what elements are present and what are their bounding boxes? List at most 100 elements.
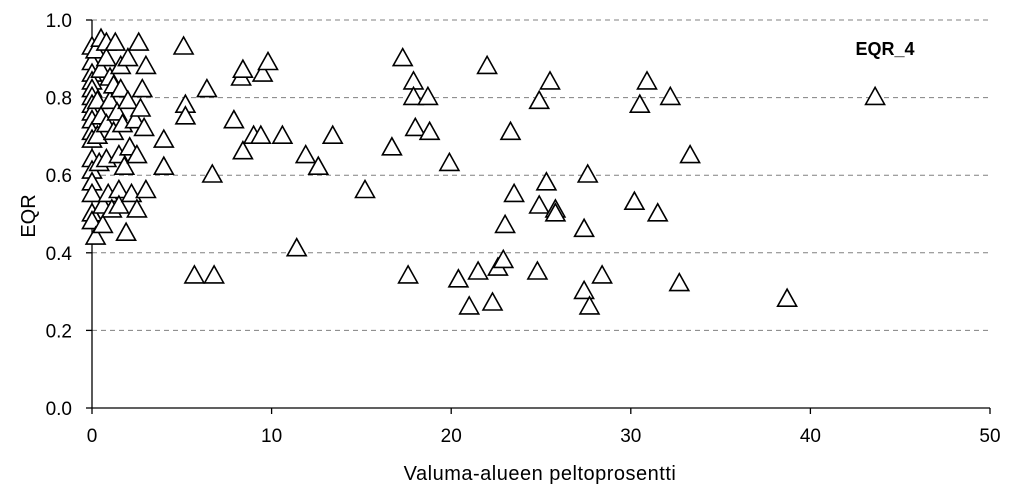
data-point-0-52 (126, 143, 148, 164)
x-axis-title: Valuma-alueen peltoprosentti (404, 463, 677, 485)
data-point-0-95 (476, 54, 498, 75)
x-tick-label-3: 30 (620, 426, 641, 447)
data-point-0-43 (109, 77, 132, 98)
data-point-0-17 (84, 225, 107, 245)
data-point-0-57 (133, 116, 155, 137)
data-point-0-116 (636, 70, 658, 90)
chart-annotation: EQR_4 (855, 39, 914, 59)
data-point-0-74 (249, 124, 272, 144)
data-point-0-47 (117, 46, 139, 67)
x-tick-label-2: 20 (441, 426, 462, 447)
data-point-0-101 (503, 182, 525, 203)
data-point-0-120 (679, 143, 701, 164)
data-point-0-98 (492, 248, 515, 269)
data-point-0-91 (438, 151, 461, 172)
data-point-0-68 (203, 264, 225, 284)
data-point-0-77 (271, 124, 294, 144)
y-tick-label-3: 0.6 (46, 166, 72, 187)
data-point-0-65 (183, 264, 206, 284)
data-point-0-105 (535, 171, 558, 191)
data-point-0-102 (526, 260, 549, 280)
data-point-0-58 (135, 54, 157, 75)
data-point-0-75 (251, 62, 274, 82)
data-point-0-112 (578, 295, 601, 315)
data-point-0-113 (591, 264, 613, 284)
data-point-0-23 (90, 58, 112, 78)
data-point-0-80 (307, 155, 330, 175)
data-point-0-110 (573, 279, 595, 300)
data-point-0-33 (99, 89, 121, 110)
x-tick-label-1: 10 (261, 426, 282, 447)
data-point-0-82 (354, 178, 376, 199)
data-point-0-46 (115, 221, 137, 241)
y-tick-label-0: 0.0 (46, 399, 72, 420)
x-tick-label-0: 0 (87, 426, 98, 447)
data-point-0-14 (81, 182, 103, 203)
data-point-0-93 (458, 295, 481, 315)
axes (86, 19, 991, 414)
data-point-0-37 (104, 31, 127, 51)
data-point-0-94 (467, 260, 489, 280)
data-point-0-92 (447, 268, 470, 288)
data-point-0-119 (668, 271, 691, 292)
tick-labels: 0.0 0.2 0.4 0.6 0.8 1.0 0 10 20 30 40 50 (46, 11, 1001, 447)
data-point-0-111 (576, 163, 599, 183)
data-point-0-76 (257, 50, 279, 71)
data-point-0-51 (124, 109, 146, 129)
gridlines (92, 19, 990, 331)
data-point-0-115 (628, 93, 651, 113)
y-tick-label-4: 0.8 (46, 89, 72, 110)
data-point-0-45 (113, 155, 136, 175)
data-points (81, 27, 886, 315)
data-point-0-60 (152, 128, 175, 148)
data-point-0-41 (108, 194, 130, 214)
data-point-0-103 (528, 89, 551, 110)
data-point-0-20 (86, 124, 109, 144)
data-point-0-26 (91, 213, 114, 234)
data-point-0-118 (659, 85, 682, 106)
data-point-0-59 (135, 178, 157, 199)
data-point-0-62 (172, 35, 195, 55)
data-point-0-85 (397, 264, 419, 284)
data-point-0-67 (201, 163, 224, 183)
data-point-0-104 (528, 194, 551, 214)
data-point-0-83 (381, 136, 403, 156)
data-point-0-71 (232, 58, 254, 78)
y-axis-title: EQR (18, 194, 40, 237)
data-point-0-54 (127, 31, 150, 51)
data-point-0-48 (117, 89, 139, 110)
data-point-0-106 (539, 70, 561, 90)
data-point-0-55 (129, 97, 152, 117)
data-point-0-122 (864, 85, 886, 106)
data-point-0-69 (223, 109, 245, 129)
data-point-0-96 (481, 291, 504, 311)
x-tick-label-4: 40 (800, 426, 821, 447)
data-point-0-100 (499, 120, 522, 141)
data-point-0-28 (95, 46, 118, 67)
data-point-0-109 (573, 217, 595, 238)
data-point-0-99 (494, 213, 516, 234)
data-point-0-90 (418, 120, 441, 141)
data-point-0-53 (126, 198, 148, 218)
data-point-0-78 (285, 237, 308, 257)
data-point-0-88 (404, 116, 427, 137)
y-tick-label-5: 1.0 (46, 11, 72, 32)
data-point-0-84 (391, 46, 414, 67)
data-point-0-114 (623, 190, 646, 210)
data-point-0-56 (131, 77, 154, 98)
y-tick-label-2: 0.4 (46, 244, 73, 265)
data-point-0-89 (417, 85, 439, 106)
data-point-0-121 (776, 287, 798, 308)
data-point-0-16 (81, 209, 103, 230)
data-point-0-108 (544, 202, 567, 222)
data-point-0-64 (174, 105, 197, 125)
data-point-0-79 (294, 143, 317, 164)
data-point-0-61 (152, 155, 175, 175)
data-point-0-81 (321, 124, 344, 144)
data-point-0-66 (196, 77, 218, 98)
data-point-0-72 (232, 140, 254, 160)
x-tick-label-5: 50 (979, 426, 1000, 447)
y-tick-label-1: 0.2 (46, 321, 72, 342)
data-point-0-87 (402, 85, 425, 106)
